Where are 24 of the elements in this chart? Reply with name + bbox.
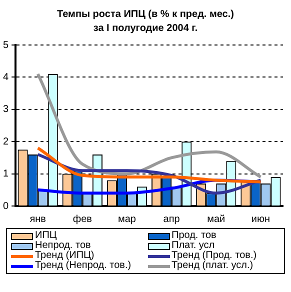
legend-label: Тренд (Непрод. тов.) xyxy=(35,260,132,271)
y-tick-label: 5 xyxy=(3,40,9,51)
y-tick-label: 3 xyxy=(3,104,9,116)
legend-label: Тренд (плат. усл.) xyxy=(172,260,254,271)
x-tick-label: апр xyxy=(163,214,180,225)
legend-label: Тренд (Прод. тов.) xyxy=(172,250,257,261)
legend-label: Непрод. тов xyxy=(35,240,91,251)
y-tick-label: 1 xyxy=(3,168,9,180)
x-tick-label: фев xyxy=(72,214,92,225)
x-tick-label: янв xyxy=(30,214,46,225)
chart-subtitle: за I полугодие 2004 г. xyxy=(92,22,199,36)
y-tick-label: 0 xyxy=(3,200,9,212)
x-tick-label: мар xyxy=(118,214,136,225)
line-series xyxy=(36,72,262,179)
y-tick-label: 4 xyxy=(3,72,9,83)
legend-label: Прод. тов xyxy=(172,230,216,241)
line-series xyxy=(36,146,262,184)
legend-label: Плат. усл xyxy=(172,240,215,251)
legend-label: Тренд (ИПЦ) xyxy=(35,250,94,261)
legend-label: ИПЦ xyxy=(35,230,57,241)
y-tick-label: 2 xyxy=(3,136,9,148)
x-tick-label: июн xyxy=(251,214,270,225)
chart-title: Темпы роста ИПЦ (в % к пред. мес.) xyxy=(56,8,235,22)
x-tick-label: май xyxy=(207,214,226,225)
